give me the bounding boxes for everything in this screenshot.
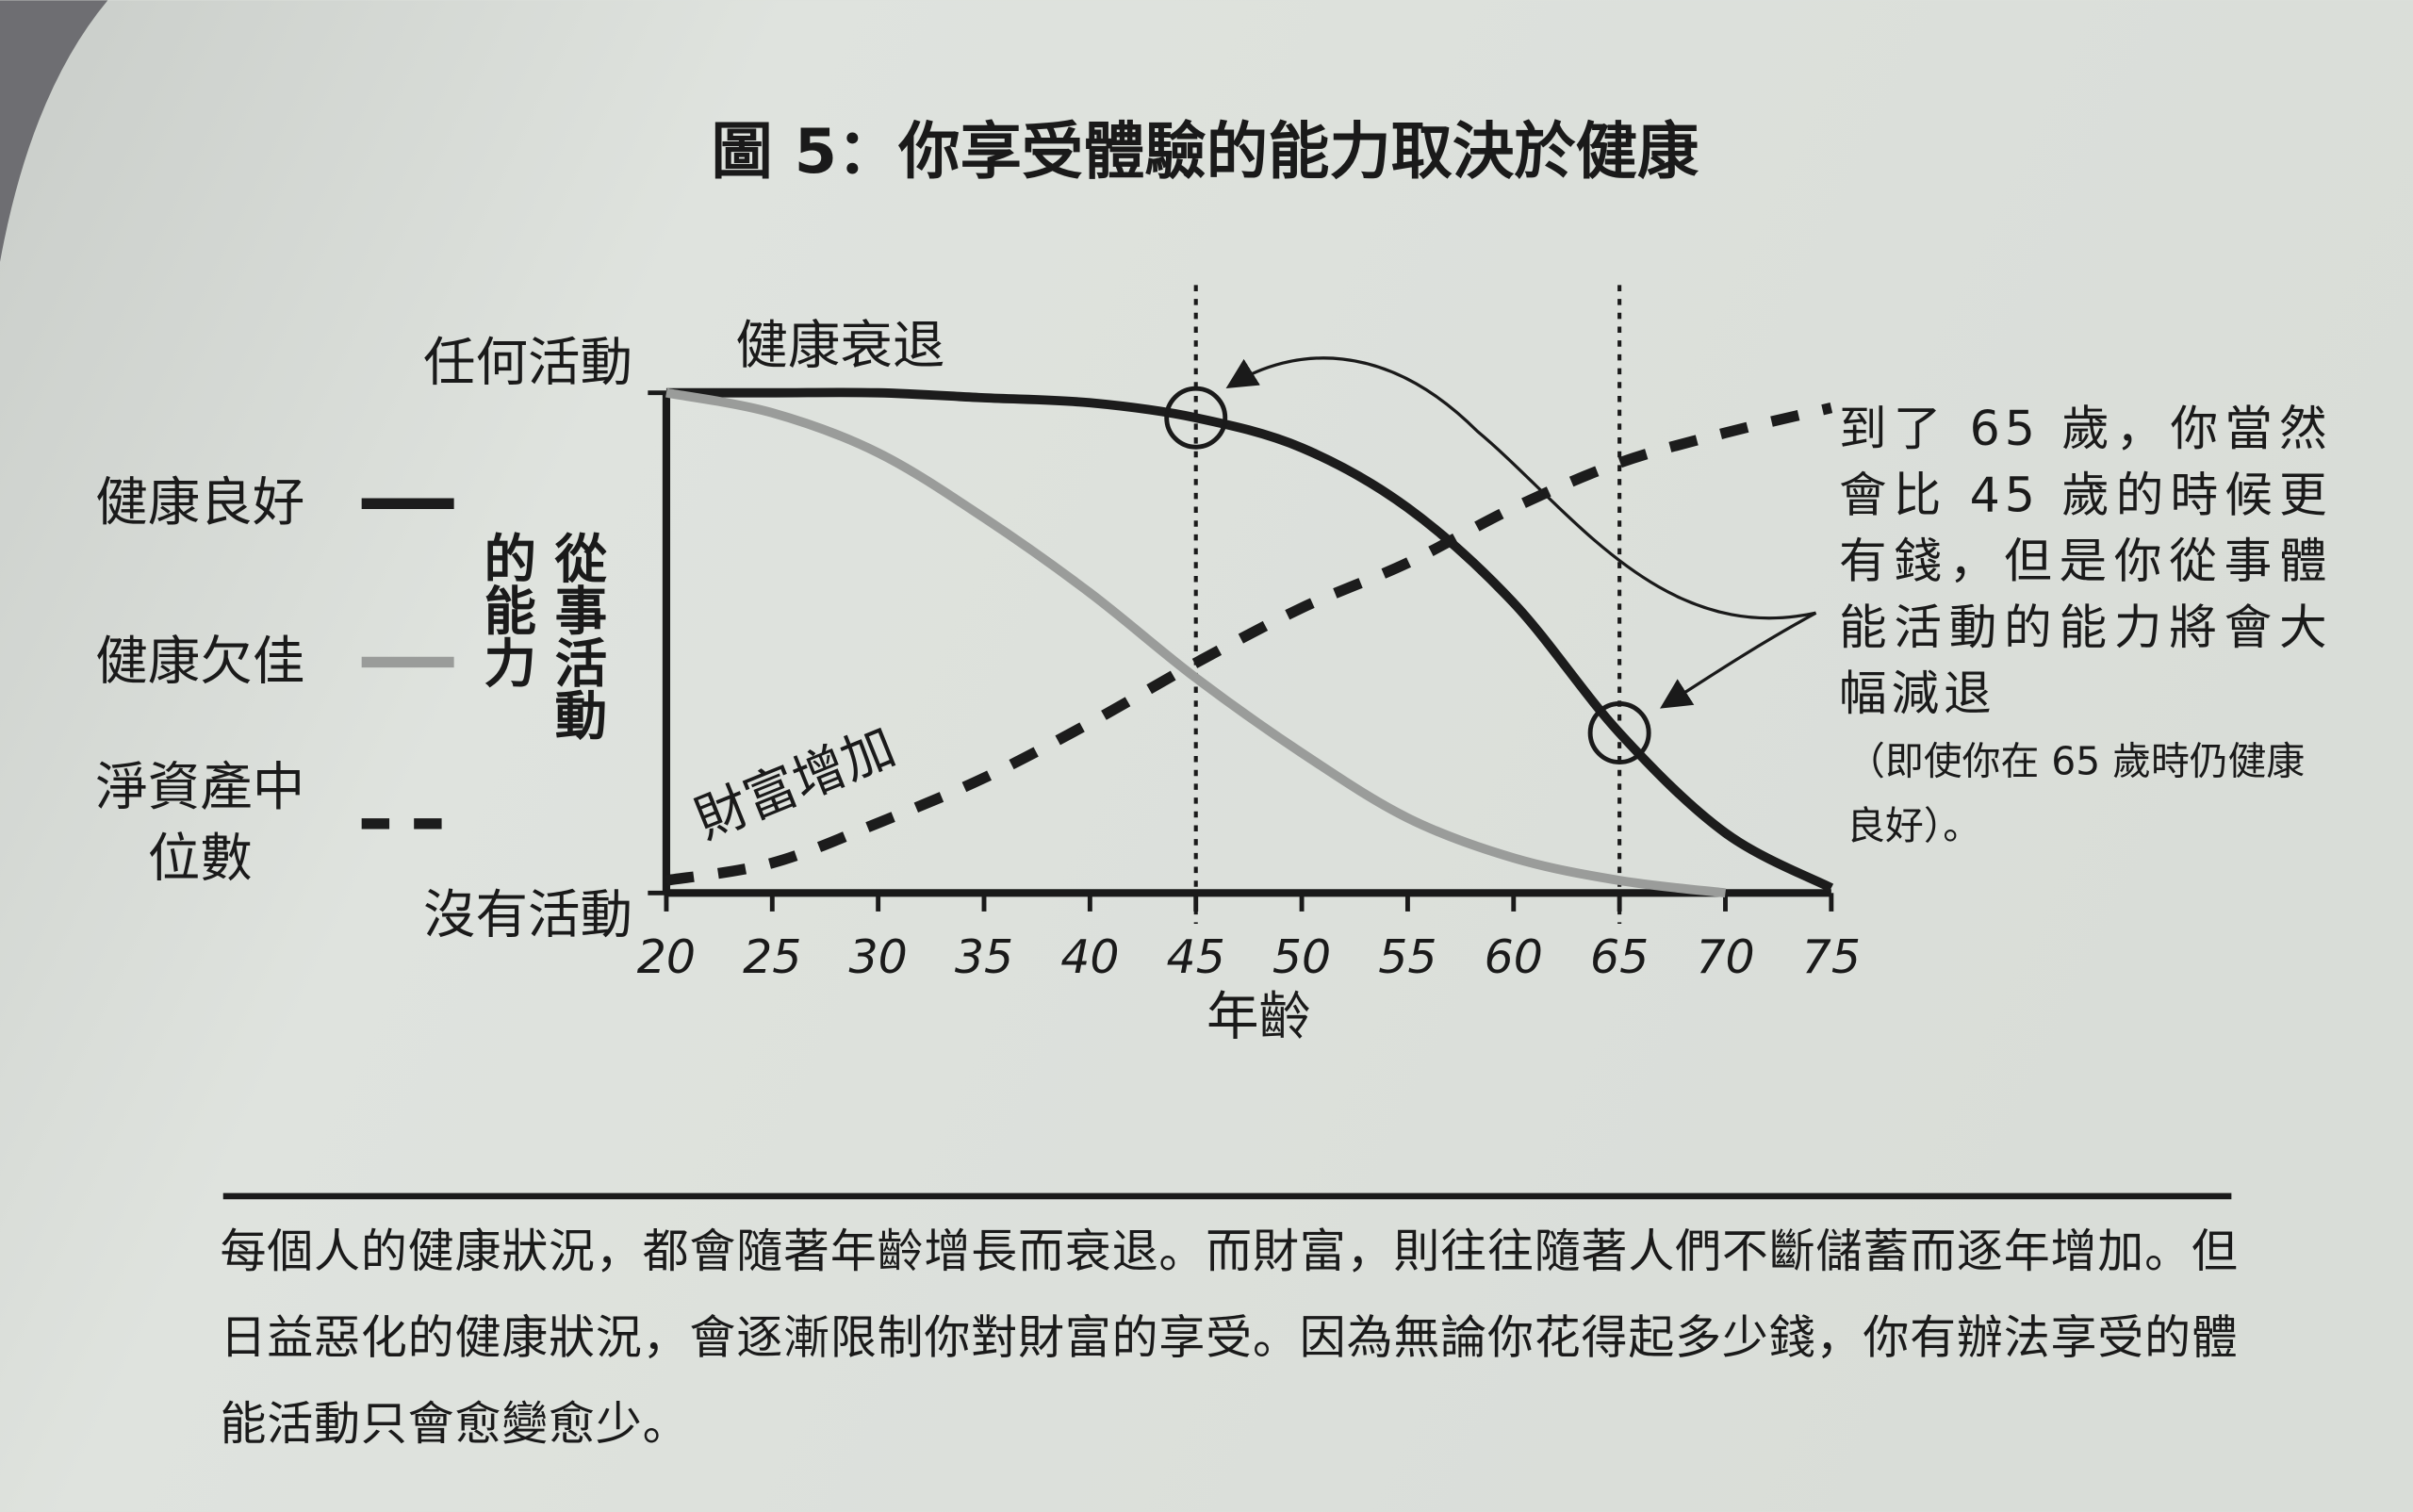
highlight-circle — [1587, 701, 1651, 764]
legend-label: 健康良好 — [95, 472, 305, 534]
callout: 到了 65 歲，你當然會比 45 歲的時候更有錢，但是你從事體能活動的能力將會大… — [1839, 402, 2332, 723]
caption-box: 每個人的健康狀況，都會隨著年齡增長而衰退。而財富，則往往隨著人們不斷儲蓄而逐年增… — [220, 1224, 2239, 1452]
legend-label: 健康欠佳 — [95, 631, 305, 694]
series-line — [665, 403, 1833, 886]
x-tick-label: 20 — [637, 930, 696, 984]
callout-arrow — [1660, 611, 1817, 709]
x-tick-label: 60 — [1485, 930, 1543, 984]
callout-note-box: （即使你在 65 歲時仍健康良好）。 — [1847, 739, 2306, 848]
y-axis-label-box: 從事活動的能力 — [473, 531, 607, 741]
x-axis-label: 年齡 — [1206, 987, 1311, 1048]
x-tick-label: 25 — [743, 930, 801, 984]
highlight-circle — [1164, 386, 1228, 450]
series-line — [665, 387, 1727, 898]
x-tick-label: 65 — [1590, 930, 1649, 984]
callout-arrow — [1225, 356, 1816, 620]
legend-label-box: 淨資產中位數 — [95, 757, 305, 891]
x-tick-label: 50 — [1272, 930, 1331, 984]
x-tick-label: 30 — [848, 930, 907, 984]
x-tick-label: 70 — [1696, 930, 1754, 984]
legend-label-box: 健康欠佳 — [95, 631, 305, 694]
y-axis-label: 從事活動的能力 — [473, 531, 607, 741]
x-tick-label: 35 — [955, 930, 1013, 984]
annotation: 健康衰退 — [735, 316, 944, 377]
x-tick-label: 45 — [1167, 930, 1225, 984]
callout-note: （即使你在 65 歲時仍健康良好）。 — [1847, 739, 2306, 848]
chart-title: 圖 5：你享受體驗的能力取決於健康 — [712, 116, 1699, 188]
legend-label: 淨資產中位數 — [95, 757, 305, 891]
y-tick-label: 沒有活動 — [423, 885, 632, 946]
y-tick-label: 任何活動 — [423, 333, 632, 394]
callout-box: 到了 65 歲，你當然會比 45 歲的時候更有錢，但是你從事體能活動的能力將會大… — [1839, 402, 2332, 723]
x-tick-label: 55 — [1378, 930, 1436, 984]
page-edge — [0, 0, 108, 262]
x-tick-label: 75 — [1802, 930, 1861, 984]
legend-label-box: 健康良好 — [95, 472, 305, 534]
x-tick-label: 40 — [1060, 930, 1119, 984]
series-line — [665, 387, 1834, 893]
caption: 每個人的健康狀況，都會隨著年齡增長而衰退。而財富，則往往隨著人們不斷儲蓄而逐年增… — [220, 1224, 2239, 1452]
